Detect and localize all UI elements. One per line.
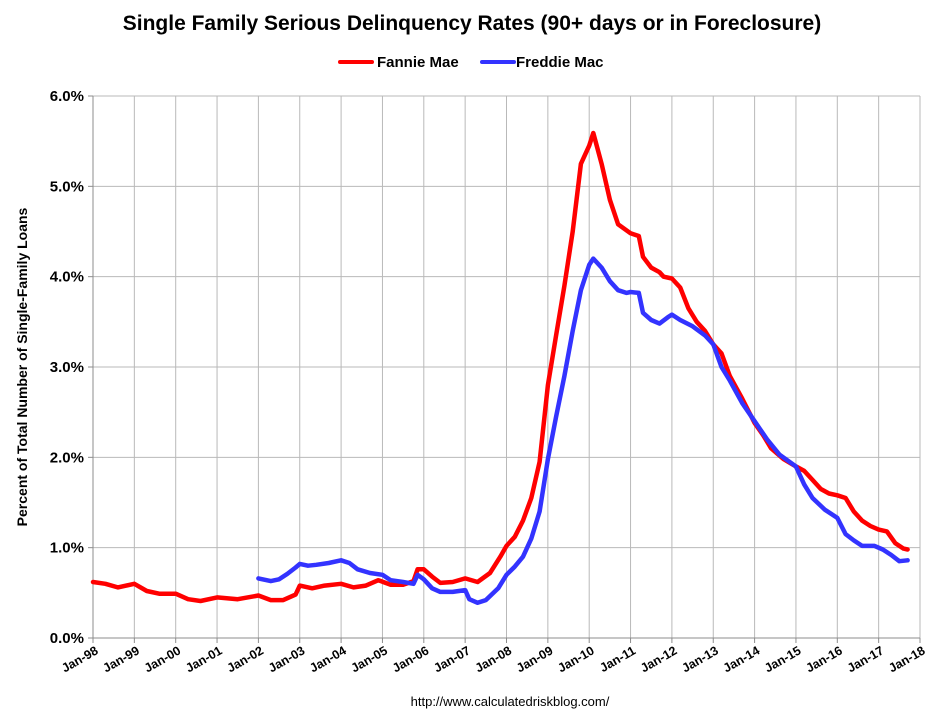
x-tick-label: Jan-09 [514,643,555,675]
y-tick-label: 5.0% [50,178,84,195]
y-tick-label: 3.0% [50,359,84,376]
legend: Fannie Mae Freddie Mac [338,54,604,71]
y-tick-label: 0.0% [50,630,84,647]
legend-label-freddie-mac: Freddie Mac [516,54,604,71]
x-tick-label: Jan-01 [183,643,224,675]
series-lines [90,130,910,606]
y-tick-label: 2.0% [50,449,84,466]
axes [88,95,921,643]
x-tick-label: Jan-03 [266,643,307,675]
x-tick-label: Jan-12 [638,643,679,675]
x-tick-label: Jan-08 [473,643,514,675]
x-tick-label: Jan-13 [679,643,720,675]
x-tick-label: Jan-00 [142,643,183,675]
y-tick-label: 1.0% [50,540,84,557]
x-tick-label: Jan-02 [225,643,266,675]
y-tick-labels: 0.0% 1.0% 2.0% 3.0% 4.0% 5.0% 6.0% [50,88,84,647]
x-tick-label: Jan-10 [555,643,596,675]
x-tick-label: Jan-11 [597,643,638,675]
x-tick-labels: Jan-98 Jan-99 Jan-00 Jan-01 Jan-02 Jan-03 Jan-… [59,643,927,675]
x-tick-label: Jan-16 [803,643,844,675]
x-tick-label: Jan-06 [390,643,431,675]
gridlines [93,95,921,638]
x-tick-label: Jan-04 [307,643,348,675]
x-tick-label: Jan-07 [431,643,472,675]
x-tick-label: Jan-15 [762,643,803,675]
x-tick-label: Jan-98 [59,643,100,675]
y-tick-label: 6.0% [50,88,84,105]
x-tick-label: Jan-18 [886,643,927,675]
x-tick-label: Jan-17 [845,643,886,675]
source-url: http://www.calculatedriskblog.com/ [411,694,610,709]
x-tick-label: Jan-14 [721,643,762,675]
y-tick-label: 4.0% [50,269,84,286]
x-tick-label: Jan-99 [101,643,142,675]
legend-label-fannie-mae: Fannie Mae [377,54,459,71]
chart-title: Single Family Serious Delinquency Rates … [123,12,821,35]
series-line-freddie-mac [256,256,910,606]
x-tick-label: Jan-05 [349,643,390,675]
y-axis-label: Percent of Total Number of Single-Family… [14,207,30,526]
